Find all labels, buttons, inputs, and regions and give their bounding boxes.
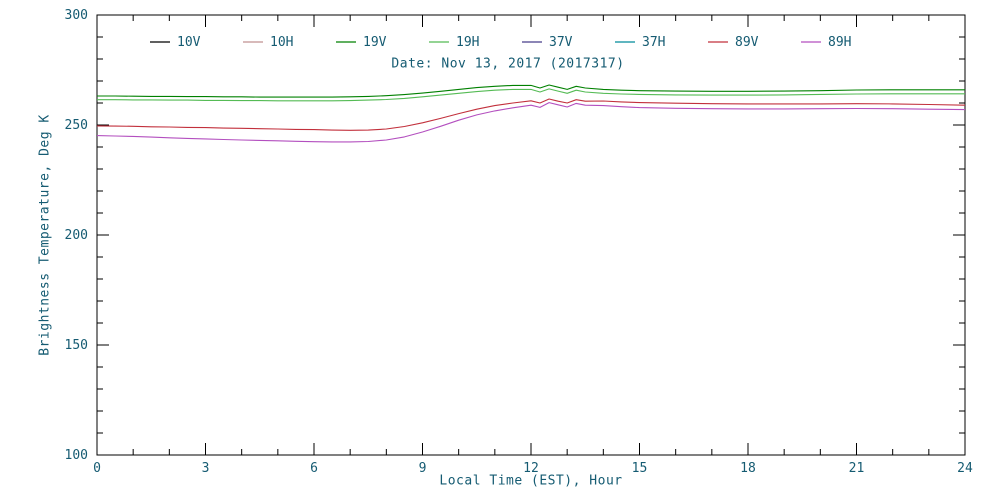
x-tick-label: 3 xyxy=(202,461,210,476)
x-tick-label: 21 xyxy=(849,461,865,476)
x-tick-label: 0 xyxy=(93,461,101,476)
legend-label-19H: 19H xyxy=(456,35,479,50)
legend-label-19V: 19V xyxy=(363,35,387,50)
legend-label-37H: 37H xyxy=(642,35,665,50)
legend-label-37V: 37V xyxy=(549,35,573,50)
x-tick-label: 18 xyxy=(740,461,756,476)
legend-label-89H: 89H xyxy=(828,35,851,50)
series-89V-line xyxy=(96,98,966,131)
date-annotation: Date: Nov 13, 2017 (2017317) xyxy=(391,56,625,72)
x-tick-label: 24 xyxy=(957,461,973,476)
x-tick-label: 12 xyxy=(523,461,539,476)
x-axis-title: Local Time (EST), Hour xyxy=(439,473,623,489)
legend-label-10V: 10V xyxy=(177,35,201,50)
series-89H-line xyxy=(96,102,966,143)
plot-frame xyxy=(96,14,966,456)
x-tick-label: 6 xyxy=(310,461,318,476)
y-tick-label: 250 xyxy=(65,118,88,133)
y-axis-title: Brightness Temperature, Deg K xyxy=(37,114,53,356)
legend-label-10H: 10H xyxy=(270,35,293,50)
y-tick-label: 300 xyxy=(65,8,88,23)
x-tick-label: 15 xyxy=(632,461,648,476)
series-19H-line xyxy=(97,88,965,102)
y-tick-label: 150 xyxy=(65,338,88,353)
y-tick-label: 100 xyxy=(65,448,88,463)
y-tick-label: 200 xyxy=(65,228,88,243)
series-19V-line xyxy=(97,84,965,98)
x-tick-label: 9 xyxy=(419,461,427,476)
legend-label-89V: 89V xyxy=(735,35,759,50)
